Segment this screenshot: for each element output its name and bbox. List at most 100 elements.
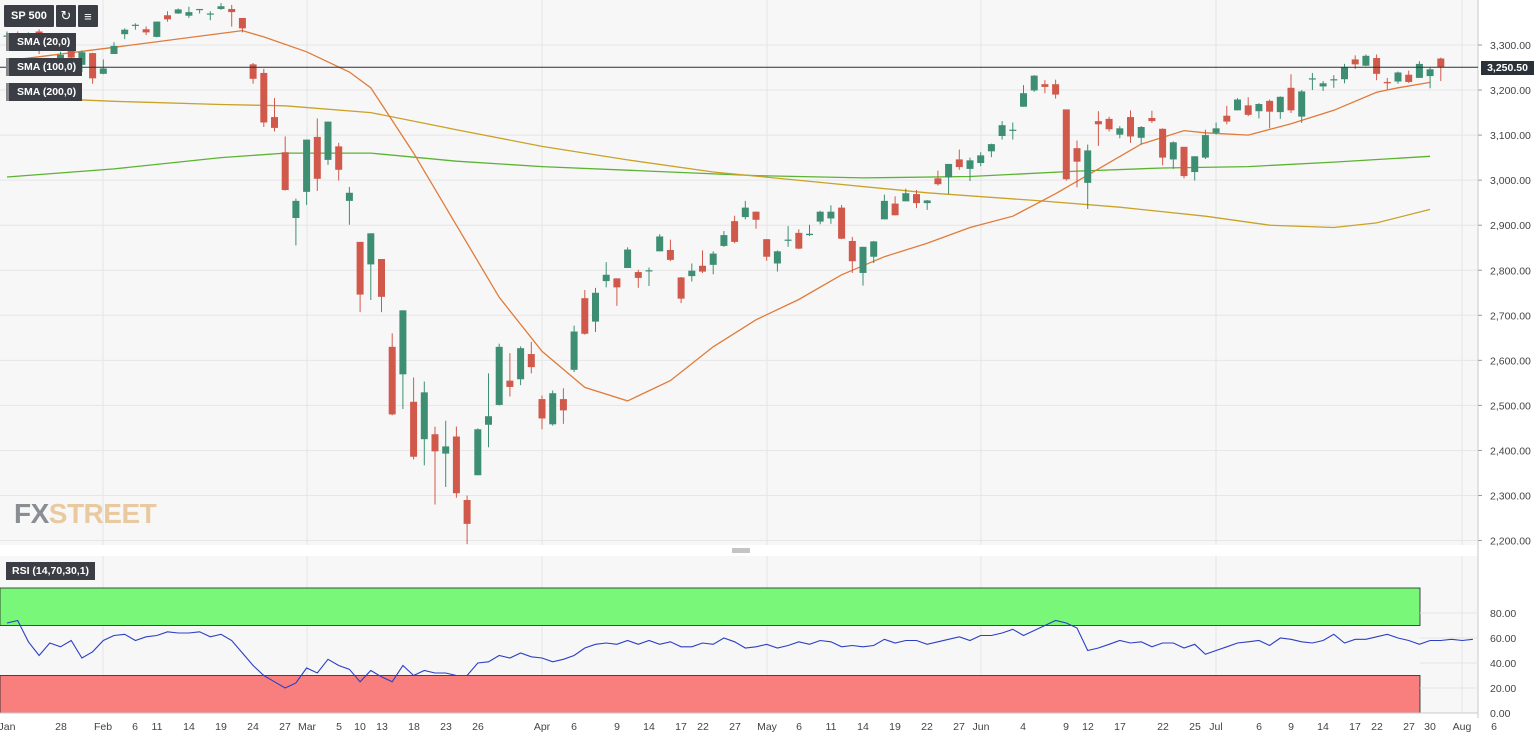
y-tick-label: 2,800.00 <box>1490 265 1531 277</box>
sma200-line <box>6 152 1431 179</box>
logo-part-fx: FX <box>14 498 49 529</box>
candle-body <box>1030 75 1038 91</box>
candle-body <box>998 125 1006 137</box>
candle-body <box>977 155 985 164</box>
candle-body <box>913 194 920 204</box>
candle-body <box>1266 100 1274 112</box>
pane-resize-handle <box>732 548 750 553</box>
sma100-label[interactable]: SMA (100,0) <box>6 58 83 76</box>
rsi-tick-label: 20.00 <box>1490 683 1516 695</box>
candle-body <box>99 68 107 74</box>
x-tick-label: Jan <box>0 721 16 733</box>
x-tick-label: Jun <box>973 721 990 733</box>
candle-body <box>699 265 706 272</box>
candle-body <box>1212 128 1220 133</box>
candle-body <box>934 178 942 185</box>
x-tick-label: 11 <box>826 721 837 733</box>
candle-body <box>538 399 546 419</box>
candle-body <box>987 144 995 152</box>
bars-icon[interactable]: ≡ <box>77 5 98 27</box>
candle-body <box>1415 63 1423 78</box>
x-tick-label: 14 <box>857 721 869 733</box>
candle-body <box>688 270 696 277</box>
candle-body <box>880 200 888 220</box>
x-tick-label: 22 <box>697 721 709 733</box>
symbol-button[interactable]: SP 500 <box>4 5 54 27</box>
candle-body <box>388 346 396 415</box>
candle-body <box>923 200 931 204</box>
candle-body <box>238 17 246 29</box>
rsi-label[interactable]: RSI (14,70,30,1) <box>6 562 96 580</box>
candle-body <box>185 12 193 16</box>
candle-body <box>1308 78 1316 80</box>
candle-body <box>420 392 428 440</box>
candle-body <box>1180 146 1188 177</box>
candle-body <box>1105 118 1113 130</box>
candle-body <box>1169 142 1177 160</box>
candle-body <box>1426 69 1434 77</box>
rsi-tick-label: 0.00 <box>1490 708 1511 720</box>
candle-body <box>1351 59 1359 65</box>
candle-body <box>121 29 129 35</box>
sma20-label[interactable]: SMA (20,0) <box>6 33 77 51</box>
candle-body <box>110 45 118 55</box>
candle-body <box>1127 117 1134 137</box>
candle-body <box>1362 55 1370 66</box>
candle-body <box>474 429 482 476</box>
candle-body <box>452 436 460 494</box>
price-pane <box>0 0 1478 545</box>
x-tick-label: 26 <box>472 721 484 733</box>
candle-body <box>495 346 503 405</box>
rsi-tick-label: 80.00 <box>1490 608 1516 620</box>
x-tick-label: 27 <box>1403 721 1415 733</box>
candle-body <box>1191 156 1199 173</box>
candle-body <box>410 401 418 457</box>
candle-body <box>602 274 610 282</box>
rsi-oversold-zone <box>0 675 1421 714</box>
x-tick-label: 6 <box>571 721 577 733</box>
candle-body <box>806 233 813 236</box>
x-tick-label: 12 <box>1082 721 1094 733</box>
candle-body <box>1094 121 1102 125</box>
candle-body <box>784 239 792 241</box>
candle-body <box>1373 58 1381 74</box>
candle-body <box>174 9 182 14</box>
candle-body <box>249 64 257 79</box>
x-tick-label: 22 <box>1371 721 1383 733</box>
candle-body <box>613 278 621 288</box>
candle-body <box>1041 84 1049 87</box>
candle-body <box>955 159 963 168</box>
x-tick-label: 18 <box>408 721 420 733</box>
candle-body <box>1298 91 1306 117</box>
x-tick-label: 23 <box>440 721 452 733</box>
candle-body <box>1159 128 1167 158</box>
candle-body <box>1116 128 1124 135</box>
refresh-icon[interactable]: ↻ <box>55 5 76 27</box>
candle-body <box>1244 105 1252 115</box>
candles <box>3 3 1445 545</box>
candle-body <box>1287 87 1295 111</box>
candle-body <box>1052 84 1060 95</box>
candle-body <box>142 29 150 33</box>
x-tick-label: 14 <box>1317 721 1329 733</box>
x-tick-label: 27 <box>953 721 965 733</box>
x-tick-label: Mar <box>298 721 317 733</box>
candle-body <box>1148 117 1156 122</box>
candle-body <box>1330 79 1338 81</box>
candle-body <box>634 272 642 278</box>
x-tick-label: 22 <box>1157 721 1169 733</box>
x-tick-label: 14 <box>643 721 655 733</box>
y-tick-label: 2,900.00 <box>1490 220 1531 232</box>
candle-body <box>559 399 567 411</box>
candle-body <box>1201 135 1209 158</box>
x-tick-label: 19 <box>889 721 901 733</box>
candle-body <box>1383 81 1391 84</box>
candle-body <box>1234 99 1241 111</box>
x-tick-label: 24 <box>247 721 259 733</box>
sma200-label[interactable]: SMA (200,0) <box>6 83 83 101</box>
candle-body <box>656 236 664 252</box>
x-tick-label: 14 <box>183 721 195 733</box>
y-tick-label: 3,000.00 <box>1490 175 1531 187</box>
candle-body <box>228 8 236 13</box>
